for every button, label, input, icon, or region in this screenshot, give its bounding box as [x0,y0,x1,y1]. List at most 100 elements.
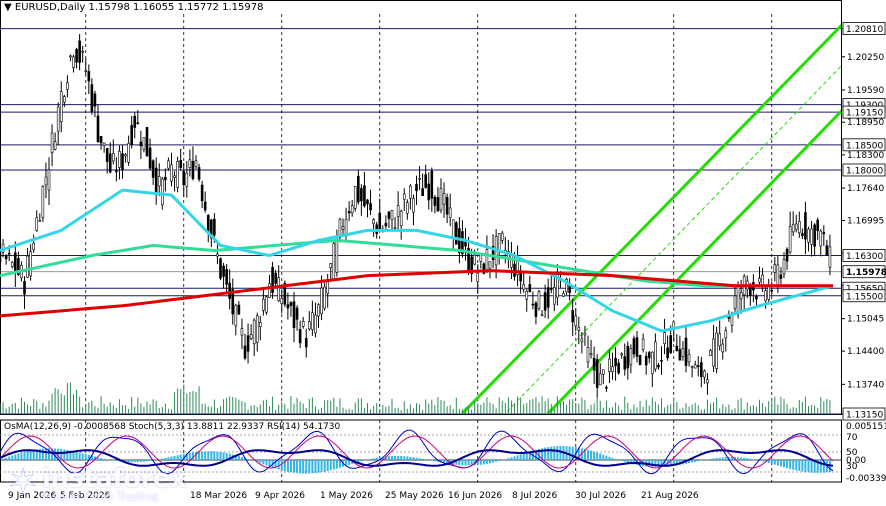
candle-body [589,353,593,356]
candle-body [654,341,657,370]
candle-body [810,228,813,245]
candle-body [822,232,826,235]
candle-body [326,280,329,294]
candle-body [81,50,84,53]
candle-body [696,365,700,367]
channel-mid-line [503,65,841,414]
time-axis-label: 30 Jul 2026 [575,491,626,501]
candle-body [289,302,293,306]
candle-body [451,219,455,238]
candle-body [72,56,75,68]
candle-body [807,228,810,243]
price-tick-label: 1.19590 [847,86,884,96]
candle-body [262,298,265,311]
osc-axis-label: 70 [846,433,858,443]
candle-body [825,245,829,256]
candle-body [399,210,403,227]
channel-upper-line [459,23,841,414]
time-axis-label: 5 Feb 2026 [60,491,111,501]
candle-body [50,132,54,153]
watermark-subtitle: Instant Forex Trading [42,490,158,503]
candle-body [274,272,277,284]
candle-body [430,170,434,199]
candle-body [133,115,137,128]
candle-body [164,176,167,181]
candle-body [785,248,789,262]
candle-body [378,212,382,231]
candle-body [237,304,241,315]
candle-body [38,219,42,222]
candle-body [568,285,571,294]
candle-body [7,252,11,255]
candle-body [35,217,39,231]
candle-body [308,321,311,330]
ma-red-line [0,269,833,318]
candle-body [602,369,605,375]
candle-body [433,196,437,206]
candle-body [47,169,51,191]
candle-body [59,91,63,122]
candle-body [317,304,320,317]
osc-axis-label: 50 [846,448,858,458]
candle-body [130,125,133,146]
rsi-line [0,449,834,467]
candle-body [798,221,801,233]
price-tick-label: 1.18300 [847,151,884,161]
candle-body [788,226,792,253]
candle-body [115,170,118,173]
watermark-brand: instaforex [42,464,187,494]
candle-body [605,386,608,389]
candle-body [249,334,253,340]
candle-body [770,289,774,292]
candle-body [531,303,535,306]
candle-body [252,319,256,345]
candle-body [739,291,743,300]
candle-body [213,218,216,236]
candle-body [366,199,369,205]
candle-body [26,255,29,278]
candle-body [497,233,501,252]
candle-body [329,263,333,268]
candle-body [75,49,78,63]
osc-axis-label: 0.00 [846,456,866,466]
candle-body [528,284,532,292]
candle-body [482,263,486,274]
oscillator-plot [0,429,841,475]
candle-body [311,312,314,330]
candle-body [522,284,525,290]
candle-body [53,141,57,150]
level-label-box [842,138,886,152]
candle-body [197,167,201,180]
candle-body [23,281,26,295]
price-tick-label: 1.16995 [847,217,884,227]
oscillator-header: OsMA(12,26,9) -0.0008568 Stoch(5,3,3) 13… [4,422,341,432]
candle-body [353,186,357,209]
candle-body [118,151,121,168]
candle-body [638,355,642,366]
candle-body [66,82,69,90]
candle-body [124,154,127,157]
candle-body [773,264,777,273]
dropdown-arrow-icon[interactable]: ▼ [4,2,15,13]
candle-body [583,332,587,336]
level-label: 1.18500 [846,141,883,151]
level-label: 1.13150 [846,411,883,421]
candle-body [259,322,262,327]
candle-body [191,160,195,180]
candle-body [485,249,489,272]
price-axis: 1.20810 1.20250 1.19590 1.18950 1.18300 1.176… [841,22,886,421]
level-label-box [842,22,886,35]
candle-body [151,160,155,178]
candle-body [314,314,317,334]
candle-body [779,274,783,279]
candle-body [363,185,366,207]
candle-body [0,252,2,263]
candle-body [271,266,274,293]
candle-body [592,357,596,371]
candle-body [816,219,819,232]
candle-body [666,347,669,359]
candle-body [170,164,173,182]
candle-body [418,177,421,180]
candle-body [240,328,244,336]
